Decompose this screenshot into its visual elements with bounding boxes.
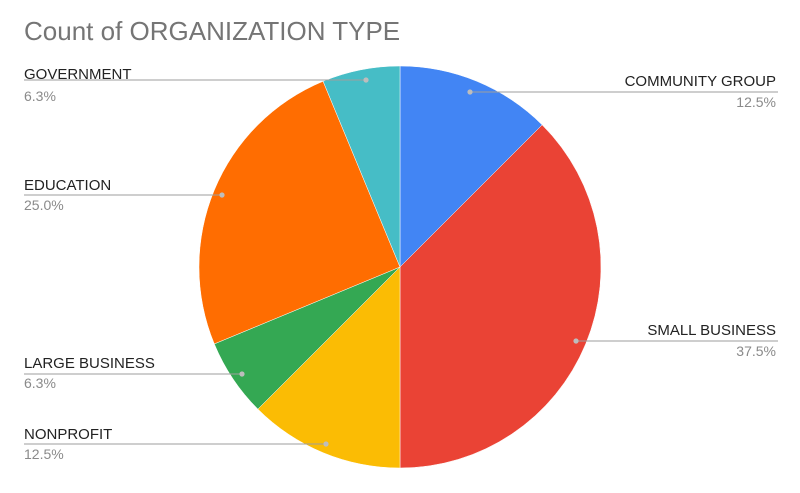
slice-label-name: GOVERNMENT (24, 66, 132, 83)
slice-label-percent: 6.3% (24, 375, 56, 391)
slice-label-percent: 6.3% (24, 88, 56, 104)
slice-label-large-business: LARGE BUSINESS 6.3% (24, 355, 245, 391)
pie-slice-education (198, 80, 401, 345)
slice-label-small-business: SMALL BUSINESS 37.5% (573, 322, 778, 359)
slice-label-percent: 37.5% (736, 343, 776, 359)
leader-dot (573, 338, 579, 344)
pie-slice-community-group (399, 65, 543, 268)
leader-dot (323, 441, 329, 447)
slice-label-name: NONPROFIT (24, 426, 112, 443)
pie-slice-nonprofit (257, 266, 401, 469)
pie-slice-small-business (399, 124, 602, 469)
slice-label-name: SMALL BUSINESS (647, 322, 776, 339)
leader-dot (219, 192, 225, 198)
leader-dot (363, 77, 369, 83)
chart-title: Count of ORGANIZATION TYPE (24, 16, 401, 46)
slice-label-education: EDUCATION 25.0% (24, 177, 225, 213)
leader-dot (239, 371, 245, 377)
slice-label-name: COMMUNITY GROUP (625, 73, 776, 90)
leader-dot (467, 89, 473, 95)
slice-label-nonprofit: NONPROFIT 12.5% (24, 426, 329, 462)
slice-label-percent: 12.5% (24, 446, 64, 462)
slice-label-government: GOVERNMENT 6.3% (24, 66, 369, 104)
slice-label-percent: 12.5% (736, 94, 776, 110)
pie-slice-government (322, 65, 401, 268)
slice-label-community-group: COMMUNITY GROUP 12.5% (467, 73, 778, 110)
slice-label-name: LARGE BUSINESS (24, 355, 155, 372)
slice-label-percent: 25.0% (24, 197, 64, 213)
slice-label-name: EDUCATION (24, 177, 111, 194)
